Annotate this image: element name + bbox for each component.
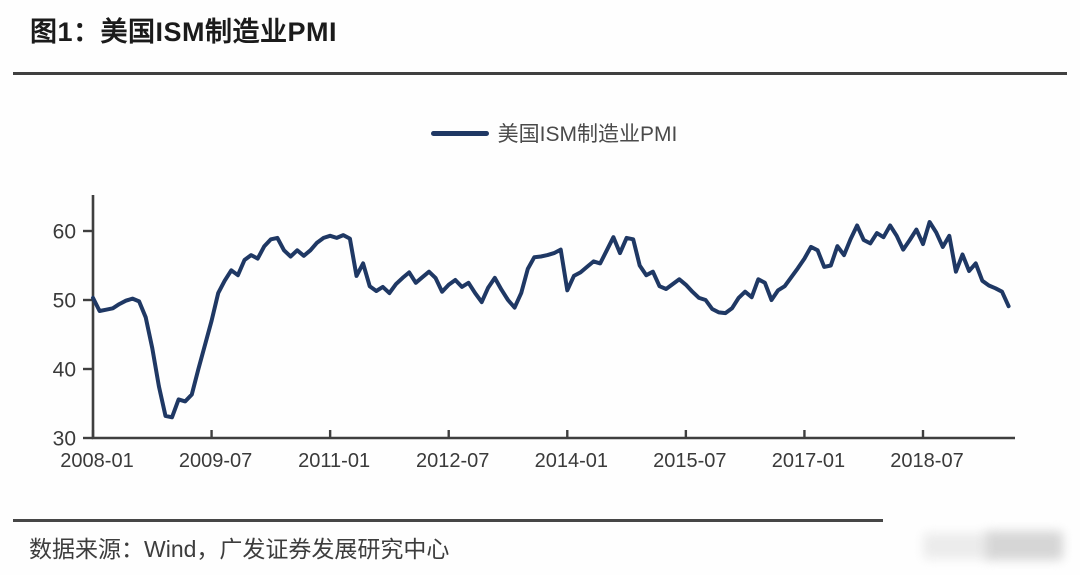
pmi-line-chart: 30 40 50 60 2008-01 2009-07 2011-01 2012-07 2014… bbox=[53, 195, 1015, 472]
svg-text:2014-01: 2014-01 bbox=[535, 450, 608, 472]
title-divider bbox=[13, 72, 1067, 75]
svg-text:60: 60 bbox=[53, 221, 76, 244]
legend-label: 美国ISM制造业PMI bbox=[497, 123, 678, 146]
svg-text:2017-01: 2017-01 bbox=[772, 450, 845, 472]
legend-line-swatch bbox=[430, 130, 489, 136]
watermark-blob bbox=[985, 531, 1063, 560]
svg-text:2018-07: 2018-07 bbox=[890, 450, 963, 472]
chart-legend: 美国ISM制造业PMI bbox=[93, 120, 1015, 146]
watermark-blob bbox=[923, 533, 991, 559]
svg-text:2008-01: 2008-01 bbox=[60, 450, 133, 472]
footer-divider bbox=[13, 519, 1074, 522]
svg-text:2011-01: 2011-01 bbox=[298, 450, 370, 472]
svg-text:50: 50 bbox=[53, 290, 76, 313]
svg-text:2009-07: 2009-07 bbox=[179, 450, 252, 472]
svg-text:2012-07: 2012-07 bbox=[416, 450, 489, 472]
data-source: 数据来源：Wind，广发证券发展研究中心 bbox=[29, 536, 450, 562]
figure-title: 图1：美国ISM制造业PMI bbox=[30, 17, 338, 47]
watermark-blur bbox=[883, 512, 1078, 572]
svg-text:2015-07: 2015-07 bbox=[653, 450, 726, 472]
svg-text:40: 40 bbox=[53, 359, 76, 382]
svg-text:30: 30 bbox=[53, 428, 76, 451]
